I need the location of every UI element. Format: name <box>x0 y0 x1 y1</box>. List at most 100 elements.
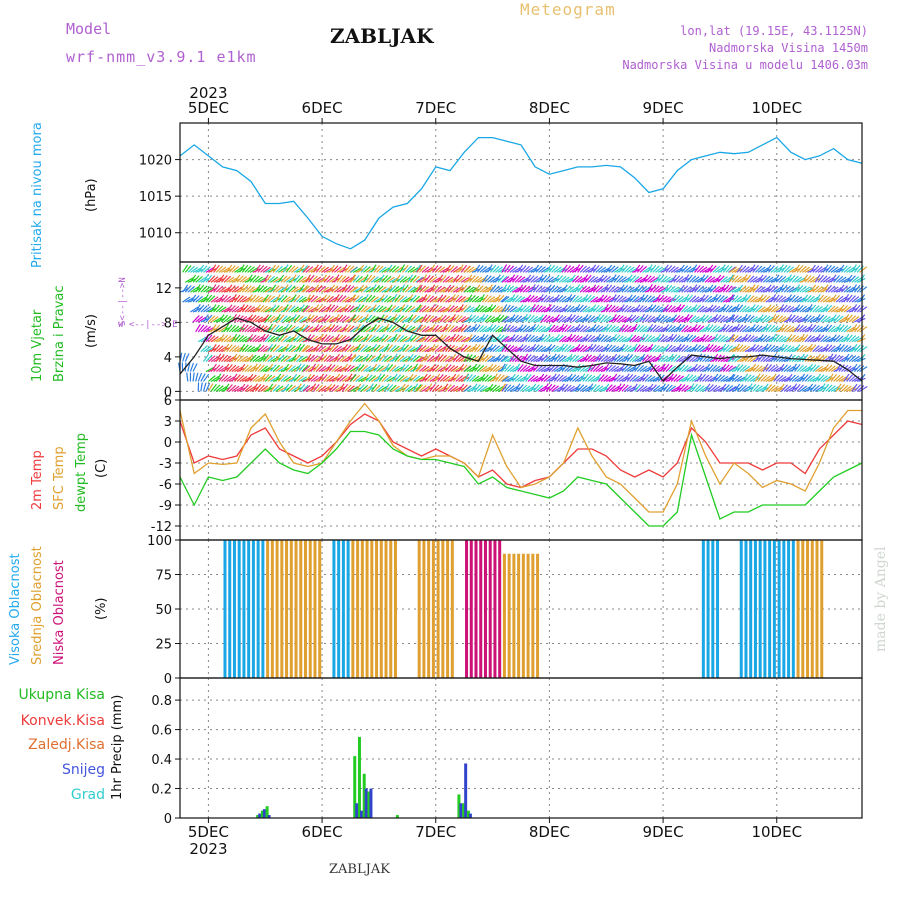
wind-barb <box>412 383 419 392</box>
wind-barb <box>280 335 288 343</box>
wind-barb <box>530 355 539 363</box>
wind-barb <box>754 373 761 382</box>
wind-barb <box>386 304 393 313</box>
wind-barb <box>804 354 812 363</box>
wind-barb <box>190 335 196 342</box>
wind-barb <box>749 336 758 343</box>
wind-barb <box>223 375 232 382</box>
wind-barb <box>328 364 336 372</box>
wind-barb <box>799 325 808 333</box>
wind-barb <box>376 305 384 313</box>
wind-barb <box>328 276 338 283</box>
wind-barb <box>270 336 279 343</box>
wind-barb <box>729 306 738 313</box>
wind-barb <box>715 326 724 333</box>
wind-barb <box>296 295 304 303</box>
wind-barb <box>504 336 513 343</box>
wind-barb <box>812 265 820 273</box>
wind-barb <box>267 363 274 372</box>
wind-barb <box>807 275 815 283</box>
wind-barb <box>221 354 229 363</box>
wind-barb <box>553 326 562 333</box>
wind-barb <box>347 325 355 333</box>
wind-barb <box>822 296 831 303</box>
wind-barb <box>386 344 394 353</box>
wind-barb <box>504 356 513 363</box>
wind-barb <box>670 274 677 283</box>
wind-barb <box>699 274 706 283</box>
wind-barb <box>626 286 635 293</box>
wind-barb <box>752 264 759 273</box>
wind-barb <box>257 297 267 303</box>
wind-barb <box>830 354 837 362</box>
wind-barb <box>525 326 534 333</box>
wind-barb <box>770 265 779 273</box>
wind-barb <box>489 304 497 313</box>
wind-barb <box>468 354 477 363</box>
wind-barb <box>272 277 282 283</box>
wind-barb <box>394 286 403 293</box>
wind-barb <box>770 373 777 382</box>
wind-barb <box>532 304 540 313</box>
wind-barb <box>419 385 427 392</box>
wind-barb <box>207 275 216 283</box>
wind-barb <box>500 335 508 343</box>
wind-barb <box>501 284 508 293</box>
wind-barb <box>336 314 344 323</box>
wind-barb <box>466 366 475 373</box>
wind-barb <box>233 294 241 303</box>
wind-barb <box>545 284 552 293</box>
wind-barb <box>432 277 441 283</box>
wind-barb <box>439 354 448 363</box>
wind-barb <box>755 265 763 273</box>
wind-barb <box>525 334 532 343</box>
wind-barb <box>416 344 424 353</box>
wind-barb <box>352 287 362 293</box>
wind-barb <box>522 325 531 333</box>
wind-barb <box>442 383 449 392</box>
wind-barb <box>814 325 823 333</box>
wind-barb <box>530 295 539 303</box>
wind-barb <box>373 284 381 293</box>
wind-barb <box>269 264 277 273</box>
wind-barb <box>553 266 562 273</box>
wind-barb <box>421 294 428 303</box>
wind-barb <box>185 325 191 332</box>
wind-barb <box>399 335 408 343</box>
wind-barb <box>665 384 673 392</box>
wind-barb <box>180 344 185 352</box>
wind-barb <box>801 314 809 323</box>
wind-barb <box>649 344 657 353</box>
wind-barb <box>484 355 493 363</box>
wind-barb <box>577 324 584 333</box>
wind-barb <box>814 274 821 283</box>
wind-barb <box>350 314 357 323</box>
wind-barb <box>642 354 649 363</box>
wind-barb <box>447 285 455 293</box>
wind-barb <box>820 375 828 382</box>
wind-barb <box>725 385 734 392</box>
wind-barb <box>558 343 565 353</box>
wind-barb <box>402 324 409 333</box>
wind-barb <box>626 374 634 382</box>
wind-barb <box>543 275 551 283</box>
wind-barb <box>584 274 592 283</box>
wind-barb <box>736 384 744 392</box>
wind-barb <box>603 363 610 372</box>
wind-barb <box>205 314 213 323</box>
wind-barb <box>773 306 782 313</box>
wind-barb <box>662 364 670 372</box>
wind-barb <box>492 345 500 353</box>
wind-barb <box>668 325 676 333</box>
wind-barb <box>336 267 345 273</box>
wind-barb <box>334 385 343 392</box>
wind-barb <box>579 265 587 273</box>
wind-barb <box>678 316 687 323</box>
wind-barb <box>318 265 326 273</box>
wind-barb <box>660 355 669 363</box>
wind-barb <box>631 375 640 382</box>
wind-barb <box>838 296 847 303</box>
wind-barb <box>543 383 549 392</box>
wind-barb <box>460 364 468 372</box>
wind-barb <box>260 325 268 333</box>
